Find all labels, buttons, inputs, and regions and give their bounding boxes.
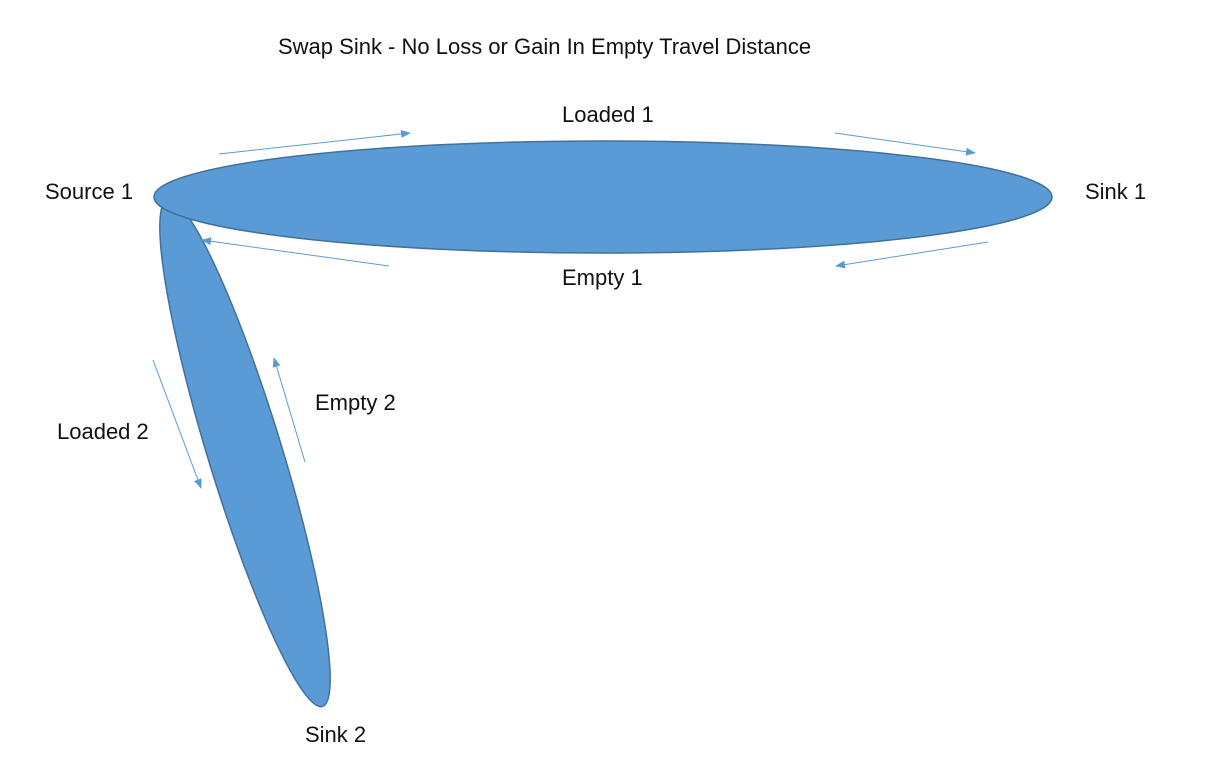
- empty-2-label: Empty 2: [315, 390, 396, 415]
- empty-1-arrow-left: [201, 237, 390, 267]
- empty-1-arrow-right: [835, 241, 989, 269]
- loaded-1-arrow-right: [834, 132, 976, 156]
- loaded-2-label: Loaded 2: [57, 419, 149, 444]
- route-2-ellipse: [159, 198, 331, 708]
- source-1-label: Source 1: [45, 179, 134, 204]
- empty-2-arrow: [272, 357, 306, 463]
- diagram-title: Swap Sink - No Loss or Gain In Empty Tra…: [278, 34, 812, 59]
- loaded-1-arrow-left: [218, 130, 411, 155]
- sink-2-label: Sink 2: [305, 722, 367, 747]
- loaded-2-arrow: [152, 359, 202, 489]
- empty-1-label: Empty 1: [562, 265, 643, 290]
- loaded-1-label: Loaded 1: [562, 102, 654, 127]
- sink-1-label: Sink 1: [1085, 179, 1147, 204]
- route-1-ellipse: [153, 140, 1053, 254]
